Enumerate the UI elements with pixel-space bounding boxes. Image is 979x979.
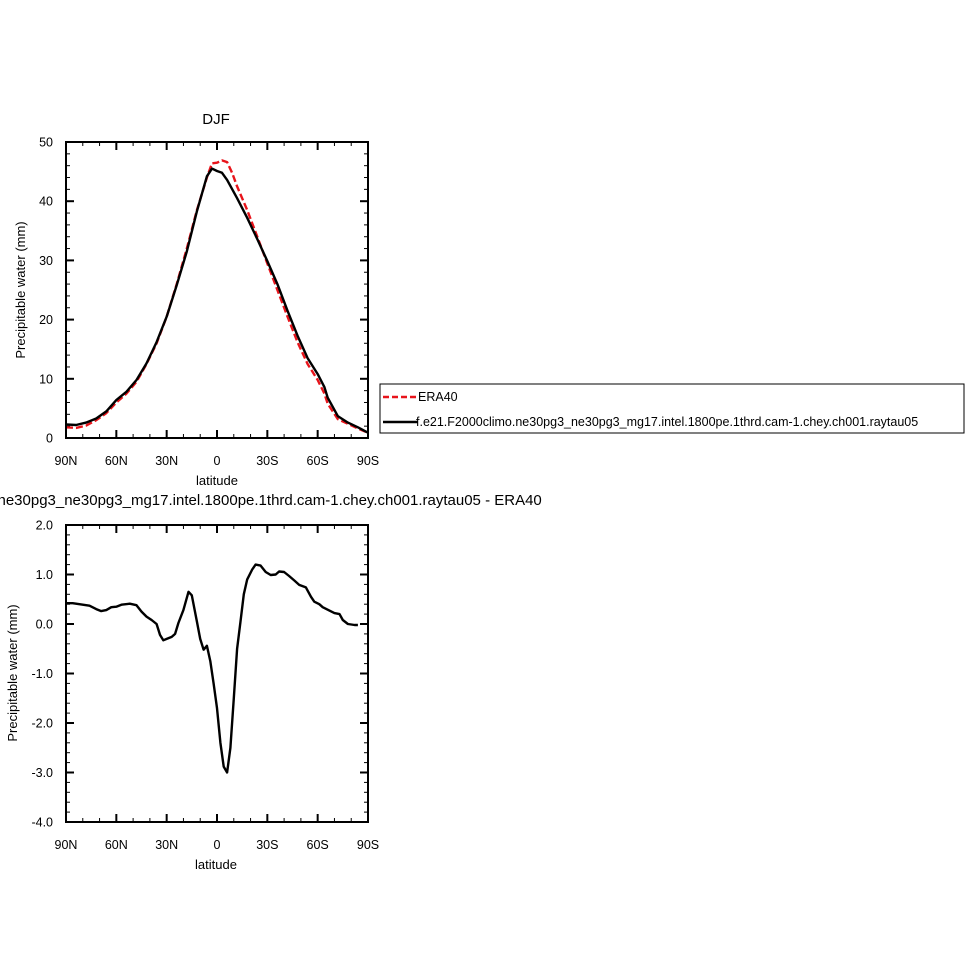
- diff-x-tick-label: 90N: [55, 838, 78, 852]
- diff-y-tick-label: -2.0: [31, 717, 53, 731]
- series-line-2: [65, 167, 369, 434]
- diff-y-tick-label: -1.0: [31, 667, 53, 681]
- diff-x-tick-label: 0: [214, 838, 221, 852]
- diff-x-tick-label: 60S: [307, 838, 329, 852]
- plot-lines-difference: [66, 563, 358, 774]
- diff-y-tick-label: 1.0: [36, 568, 53, 582]
- legend-box: [379, 383, 965, 434]
- x-tick-label: 90N: [55, 454, 78, 468]
- y-tick-label: 30: [39, 254, 53, 268]
- y-tick-label: 10: [39, 372, 53, 386]
- x-tick-label: 60N: [105, 454, 128, 468]
- x-axis-ticks: 90N 60N 30N 0 30S 60S 90S: [55, 142, 379, 468]
- x-tick-label: 30N: [155, 454, 178, 468]
- diff-y-tick-label: 2.0: [36, 519, 53, 533]
- diff-y-tick-label: 0.0: [36, 618, 53, 632]
- y-tick-label: 20: [39, 313, 53, 327]
- plot-lines: [65, 159, 369, 434]
- x-tick-label: 0: [214, 454, 221, 468]
- series-line-1: [65, 159, 369, 434]
- x-tick-label: 60S: [307, 454, 329, 468]
- legend: ERA40 f.e21.F2000climo.ne30pg3_ne30pg3_m…: [379, 383, 965, 434]
- plot-frame: [65, 141, 369, 439]
- chart-title: DJF: [202, 111, 230, 128]
- plot-frame-difference: [65, 524, 369, 823]
- y-axis-ticks: 0 10 20 30 40 50: [39, 136, 368, 446]
- diff-y-tick-label: -3.0: [31, 766, 53, 780]
- diff-x-tick-label: 60N: [105, 838, 128, 852]
- y-axis-label-difference: Precipitable water (mm): [5, 604, 20, 741]
- x-axis-label-difference: latitude: [195, 857, 237, 872]
- y-tick-label: 0: [46, 432, 53, 446]
- legend-label-model: f.e21.F2000climo.ne30pg3_ne30pg3_mg17.in…: [416, 415, 918, 429]
- legend-label-era40: ERA40: [418, 390, 458, 404]
- chart-title-difference: f.e21.F2000climo.ne30pg3_ne30pg3_mg17.in…: [0, 492, 542, 509]
- x-axis-ticks-difference: 90N 60N 30N 0 30S 60S 90S: [55, 525, 379, 852]
- x-tick-label: 30S: [256, 454, 278, 468]
- diff-series-line-1: [66, 563, 358, 774]
- y-axis-label: Precipitable water (mm): [13, 221, 28, 358]
- diff-x-tick-label: 30N: [155, 838, 178, 852]
- y-tick-label: 40: [39, 195, 53, 209]
- diff-x-tick-label: 30S: [256, 838, 278, 852]
- x-axis-label: latitude: [196, 473, 238, 488]
- diff-x-tick-label: 90S: [357, 838, 379, 852]
- y-axis-ticks-difference: -4.0 -3.0 -2.0 -1.0 0.0 1.0 2.0: [31, 519, 368, 830]
- x-tick-label: 90S: [357, 454, 379, 468]
- y-tick-label: 50: [39, 136, 53, 150]
- diff-y-tick-label: -4.0: [31, 816, 53, 830]
- difference-panel: f.e21.F2000climo.ne30pg3_ne30pg3_mg17.in…: [0, 492, 542, 872]
- djf-panel: DJF 0 10 20 30 40 50 90N 60N 30N 0 30S 60S 90S lati…: [13, 111, 379, 488]
